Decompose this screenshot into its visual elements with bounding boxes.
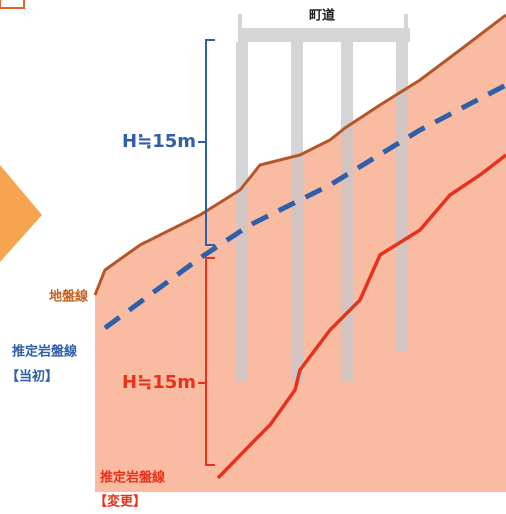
- road-label: 町道: [309, 8, 335, 24]
- original-rock-name: 推定岩盤線: [12, 344, 78, 360]
- ground-line-label: 地盤線: [49, 289, 89, 305]
- revised-bracket: [198, 257, 215, 466]
- original-height: H≒15m: [122, 131, 196, 152]
- revised-rock-tag: 【変更】: [94, 494, 146, 510]
- revised-rock-name: 推定岩盤線: [100, 470, 166, 486]
- revised-rock-line: [216, 153, 506, 480]
- bridge: [236, 14, 410, 382]
- revised-height: H≒15m: [122, 372, 196, 393]
- original-rock-line: [103, 82, 506, 331]
- original-rock-tag: 【当初】: [6, 369, 58, 385]
- diamond-fragment: [0, 165, 42, 262]
- box-fragment: [0, 0, 25, 9]
- ground-line: [93, 13, 506, 296]
- original-bracket: [198, 39, 215, 246]
